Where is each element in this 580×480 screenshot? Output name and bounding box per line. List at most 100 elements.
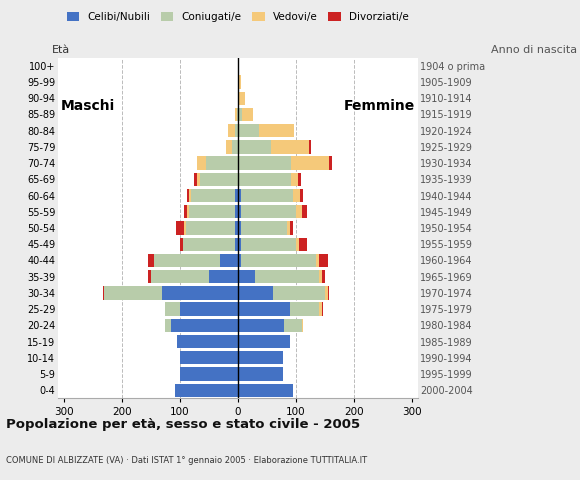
Bar xyxy=(238,173,239,186)
Bar xyxy=(273,286,325,300)
Bar xyxy=(238,156,239,170)
Bar xyxy=(325,286,328,300)
Bar xyxy=(316,254,319,267)
Bar xyxy=(209,270,238,283)
Bar xyxy=(238,92,239,105)
Bar xyxy=(238,189,241,202)
Bar xyxy=(328,286,329,300)
Bar xyxy=(238,351,283,364)
Bar xyxy=(154,254,220,267)
Bar xyxy=(171,319,238,332)
Bar xyxy=(241,205,296,218)
Bar xyxy=(238,238,241,251)
Bar xyxy=(238,140,239,154)
Text: Maschi: Maschi xyxy=(61,99,115,113)
Bar xyxy=(238,367,283,381)
Bar xyxy=(238,270,255,283)
Bar xyxy=(296,205,302,218)
Bar xyxy=(291,173,298,186)
Bar xyxy=(148,270,151,283)
Bar xyxy=(220,254,238,267)
Bar xyxy=(148,254,154,267)
Bar xyxy=(238,205,241,218)
Bar xyxy=(180,238,183,251)
Bar xyxy=(188,189,191,202)
Bar xyxy=(194,173,197,186)
Bar xyxy=(151,270,209,283)
Bar xyxy=(162,286,238,300)
Bar xyxy=(238,75,241,89)
Bar xyxy=(238,335,290,348)
Bar xyxy=(290,221,293,235)
Bar xyxy=(183,238,235,251)
Bar xyxy=(104,286,162,300)
Bar xyxy=(180,302,238,316)
Bar xyxy=(322,270,325,283)
Bar xyxy=(103,286,104,300)
Bar xyxy=(177,335,238,348)
Bar xyxy=(228,124,235,137)
Bar xyxy=(200,173,238,186)
Bar xyxy=(180,351,238,364)
Text: Età: Età xyxy=(52,45,70,55)
Bar xyxy=(235,221,238,235)
Bar xyxy=(238,302,290,316)
Bar xyxy=(238,384,293,397)
Bar xyxy=(241,238,296,251)
Bar xyxy=(319,270,322,283)
Bar xyxy=(329,156,332,170)
Bar xyxy=(302,205,307,218)
Bar xyxy=(238,286,273,300)
Bar xyxy=(242,108,253,121)
Bar xyxy=(284,319,302,332)
Bar xyxy=(184,221,186,235)
Text: Femmine: Femmine xyxy=(343,99,415,113)
Bar xyxy=(238,108,239,121)
Legend: Celibi/Nubili, Coniugati/e, Vedovi/e, Divorziati/e: Celibi/Nubili, Coniugati/e, Vedovi/e, Di… xyxy=(63,8,413,26)
Bar xyxy=(238,124,239,137)
Bar xyxy=(197,156,206,170)
Bar xyxy=(188,205,235,218)
Bar xyxy=(302,319,303,332)
Bar xyxy=(255,270,319,283)
Bar xyxy=(184,205,187,218)
Bar xyxy=(319,254,328,267)
Bar xyxy=(287,221,290,235)
Bar xyxy=(186,221,235,235)
Bar xyxy=(239,173,291,186)
Bar xyxy=(235,189,238,202)
Bar xyxy=(293,189,300,202)
Bar xyxy=(165,302,180,316)
Text: COMUNE DI ALBIZZATE (VA) · Dati ISTAT 1° gennaio 2005 · Elaborazione TUTTITALIA.: COMUNE DI ALBIZZATE (VA) · Dati ISTAT 1°… xyxy=(6,456,367,465)
Bar xyxy=(296,238,299,251)
Bar xyxy=(232,140,238,154)
Bar xyxy=(309,140,311,154)
Bar xyxy=(290,302,319,316)
Text: Popolazione per età, sesso e stato civile - 2005: Popolazione per età, sesso e stato civil… xyxy=(6,418,360,431)
Bar xyxy=(241,221,287,235)
Bar xyxy=(235,238,238,251)
Bar xyxy=(187,189,188,202)
Bar xyxy=(206,156,238,170)
Bar xyxy=(226,140,232,154)
Bar xyxy=(176,221,184,235)
Bar xyxy=(241,254,316,267)
Bar xyxy=(319,302,322,316)
Bar xyxy=(238,254,241,267)
Bar xyxy=(241,189,293,202)
Bar xyxy=(239,92,245,105)
Bar xyxy=(237,108,238,121)
Bar xyxy=(291,156,329,170)
Bar xyxy=(298,173,301,186)
Bar xyxy=(238,221,241,235)
Bar xyxy=(165,319,171,332)
Bar xyxy=(239,108,242,121)
Bar xyxy=(197,173,200,186)
Bar xyxy=(239,124,259,137)
Text: Anno di nascita: Anno di nascita xyxy=(491,45,577,55)
Bar xyxy=(322,302,323,316)
Bar xyxy=(180,367,238,381)
Bar xyxy=(259,124,294,137)
Bar xyxy=(191,189,235,202)
Bar xyxy=(235,124,238,137)
